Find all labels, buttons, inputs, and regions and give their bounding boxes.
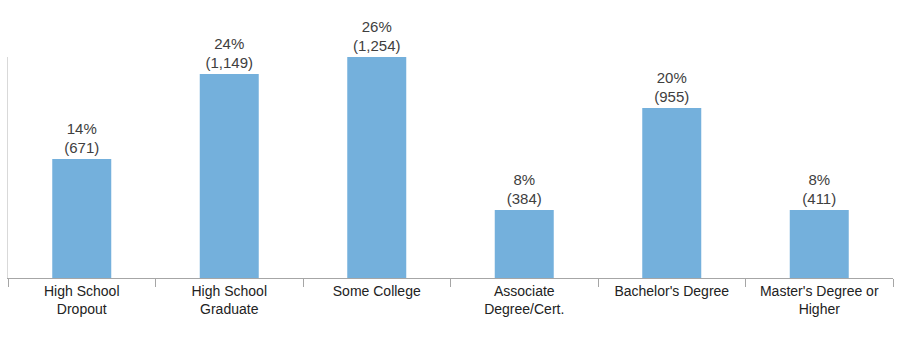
svg-text:AssociateDegree/Cert.: AssociateDegree/Cert.: [484, 283, 564, 317]
svg-text:High SchoolDropout: High SchoolDropout: [44, 283, 120, 317]
svg-text:Some College: Some College: [333, 283, 421, 299]
svg-text:24%(1,149): 24%(1,149): [205, 35, 253, 72]
svg-text:14%(671): 14%(671): [64, 120, 99, 157]
svg-text:20%(955): 20%(955): [654, 69, 689, 106]
svg-text:26%(1,254): 26%(1,254): [353, 18, 401, 55]
svg-text:Master's Degree orHigher: Master's Degree orHigher: [760, 283, 879, 317]
svg-text:Bachelor's Degree: Bachelor's Degree: [614, 283, 729, 299]
svg-text:8%(384): 8%(384): [507, 171, 542, 208]
svg-text:8%(411): 8%(411): [802, 171, 836, 208]
svg-text:High SchoolGraduate: High SchoolGraduate: [192, 283, 268, 317]
